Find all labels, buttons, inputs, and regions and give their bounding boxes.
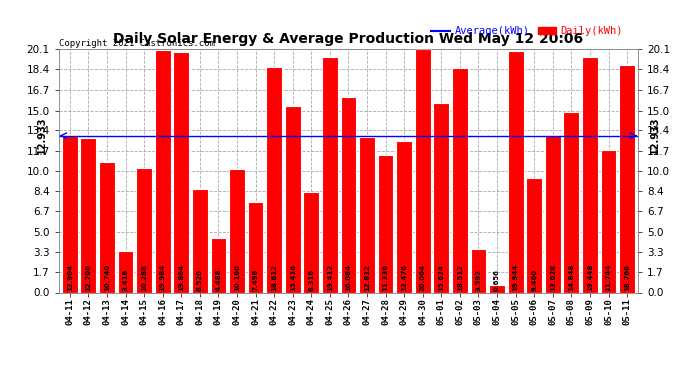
Bar (173, 52, 189, 292)
Text: 0.656: 0.656 (494, 269, 500, 291)
Text: 3.592: 3.592 (475, 268, 482, 291)
Text: 8.316: 8.316 (308, 268, 315, 291)
Bar (619, 65, 635, 292)
Bar (229, 169, 245, 292)
Text: 19.984: 19.984 (159, 263, 166, 291)
Text: 10.288: 10.288 (141, 264, 147, 291)
Text: 4.488: 4.488 (215, 268, 221, 291)
Bar (526, 178, 542, 292)
Bar (471, 249, 486, 292)
Text: 10.740: 10.740 (104, 263, 110, 291)
Text: 18.766: 18.766 (624, 264, 630, 291)
Bar (81, 138, 97, 292)
Text: 19.448: 19.448 (587, 263, 593, 291)
Bar (62, 136, 78, 292)
Bar (136, 168, 152, 292)
Text: 12.933: 12.933 (650, 117, 660, 154)
Bar (304, 192, 319, 292)
Bar (266, 67, 282, 292)
Text: 18.612: 18.612 (271, 264, 277, 291)
Bar (192, 189, 208, 292)
Text: 13.028: 13.028 (550, 264, 556, 291)
Bar (452, 68, 468, 292)
Text: 9.460: 9.460 (531, 268, 538, 291)
Bar (155, 50, 170, 292)
Text: Copyright 2021 Castronics.com: Copyright 2021 Castronics.com (59, 39, 215, 48)
Text: 10.160: 10.160 (234, 264, 240, 291)
Text: 11.744: 11.744 (606, 263, 611, 291)
Text: 3.416: 3.416 (123, 268, 128, 291)
Title: Daily Solar Energy & Average Production Wed May 12 20:06: Daily Solar Energy & Average Production … (113, 32, 584, 46)
Text: 15.416: 15.416 (290, 264, 296, 291)
Bar (545, 135, 561, 292)
Bar (600, 150, 616, 292)
Text: 12.476: 12.476 (401, 264, 407, 291)
Text: 16.084: 16.084 (346, 264, 351, 291)
Text: 7.496: 7.496 (253, 268, 259, 291)
Text: 15.624: 15.624 (438, 264, 444, 291)
Text: 19.864: 19.864 (178, 264, 184, 291)
Text: 14.848: 14.848 (569, 263, 574, 291)
Text: 12.700: 12.700 (86, 264, 91, 291)
Legend: Average(kWh), Daily(kWh): Average(kWh), Daily(kWh) (427, 22, 627, 40)
Text: 11.336: 11.336 (382, 264, 388, 291)
Bar (396, 141, 412, 292)
Bar (99, 162, 115, 292)
Bar (117, 251, 133, 292)
Bar (564, 112, 580, 292)
Bar (210, 238, 226, 292)
Text: 8.520: 8.520 (197, 268, 203, 291)
Text: 18.512: 18.512 (457, 264, 463, 291)
Bar (248, 202, 264, 292)
Bar (582, 57, 598, 292)
Text: 12.904: 12.904 (67, 264, 73, 291)
Bar (341, 98, 356, 292)
Bar (433, 103, 449, 292)
Text: 19.944: 19.944 (513, 263, 519, 291)
Text: 12.812: 12.812 (364, 264, 370, 291)
Bar (508, 51, 524, 292)
Bar (377, 155, 393, 292)
Bar (285, 105, 301, 292)
Bar (359, 137, 375, 292)
Text: 20.064: 20.064 (420, 264, 426, 291)
Bar (415, 49, 431, 292)
Bar (322, 57, 338, 292)
Text: 19.412: 19.412 (327, 264, 333, 291)
Text: 12.933: 12.933 (37, 117, 47, 154)
Bar (489, 285, 505, 292)
